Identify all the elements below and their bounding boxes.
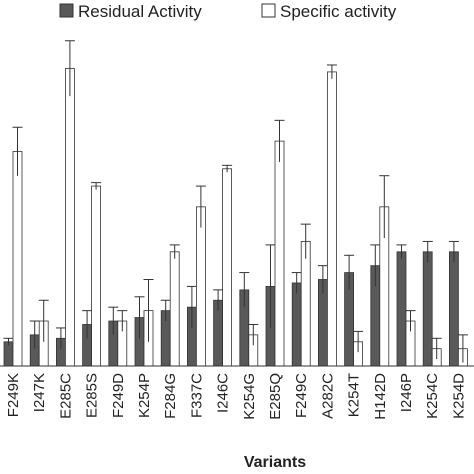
bar-specific-activity-f337c (195, 206, 206, 367)
bar-specific-activity-f284g (169, 251, 180, 367)
bar-specific-activity-f249k (12, 151, 23, 367)
bar-residual-activity-k254d (448, 251, 459, 367)
x-tick-label: I246P (398, 373, 415, 412)
x-tick-label: A282C (319, 373, 336, 419)
x-tick-label: K254C (424, 373, 441, 419)
x-tick-label: F284G (162, 373, 179, 419)
x-tick-label: I246C (215, 373, 232, 413)
x-tick-label: F249C (293, 373, 310, 418)
bar-specific-activity-e285c (65, 68, 75, 367)
x-tick-label: H142D (372, 373, 389, 420)
x-tick-label: K254P (136, 373, 153, 418)
bar-residual-activity-i246p (396, 251, 407, 367)
x-tick-label: E285C (57, 373, 74, 419)
x-tick-label: K254T (346, 373, 363, 417)
x-tick-label: F249K (5, 373, 22, 417)
legend: Residual Activity Specific activity (59, 2, 397, 21)
bar-residual-activity-f249k (3, 341, 14, 367)
bar-residual-activity-f249c (291, 282, 302, 367)
x-tick-labels: F249K I247K E285C E285S F249D K254P F284G F337C… (5, 373, 467, 420)
legend-swatch-residual-activity (59, 3, 74, 18)
bar-residual-activity-k254c (422, 251, 433, 367)
x-tick-label: F249D (110, 373, 127, 418)
bar-specific-activity-f249c (300, 241, 311, 367)
bar-specific-activity-e285q (274, 140, 285, 367)
x-tick-label: K254G (241, 373, 258, 420)
bar-specific-activity-i246c (222, 168, 233, 367)
plot-area (0, 40, 474, 367)
bar-specific-activity-a282c (326, 71, 337, 367)
x-tick-label: E285Q (267, 373, 284, 420)
x-axis-title: Variants (244, 454, 306, 471)
legend-label-residual-activity: Residual Activity (78, 2, 202, 21)
x-tick-label: K254D (450, 373, 467, 419)
legend-label-specific-activity: Specific activity (280, 2, 397, 21)
x-tick-label: E285S (84, 373, 101, 418)
x-tick-label: I247K (31, 373, 48, 412)
x-tick-label: F337C (188, 373, 205, 418)
bar-specific-activity-e285s (91, 185, 101, 367)
legend-swatch-specific-activity (261, 3, 276, 18)
